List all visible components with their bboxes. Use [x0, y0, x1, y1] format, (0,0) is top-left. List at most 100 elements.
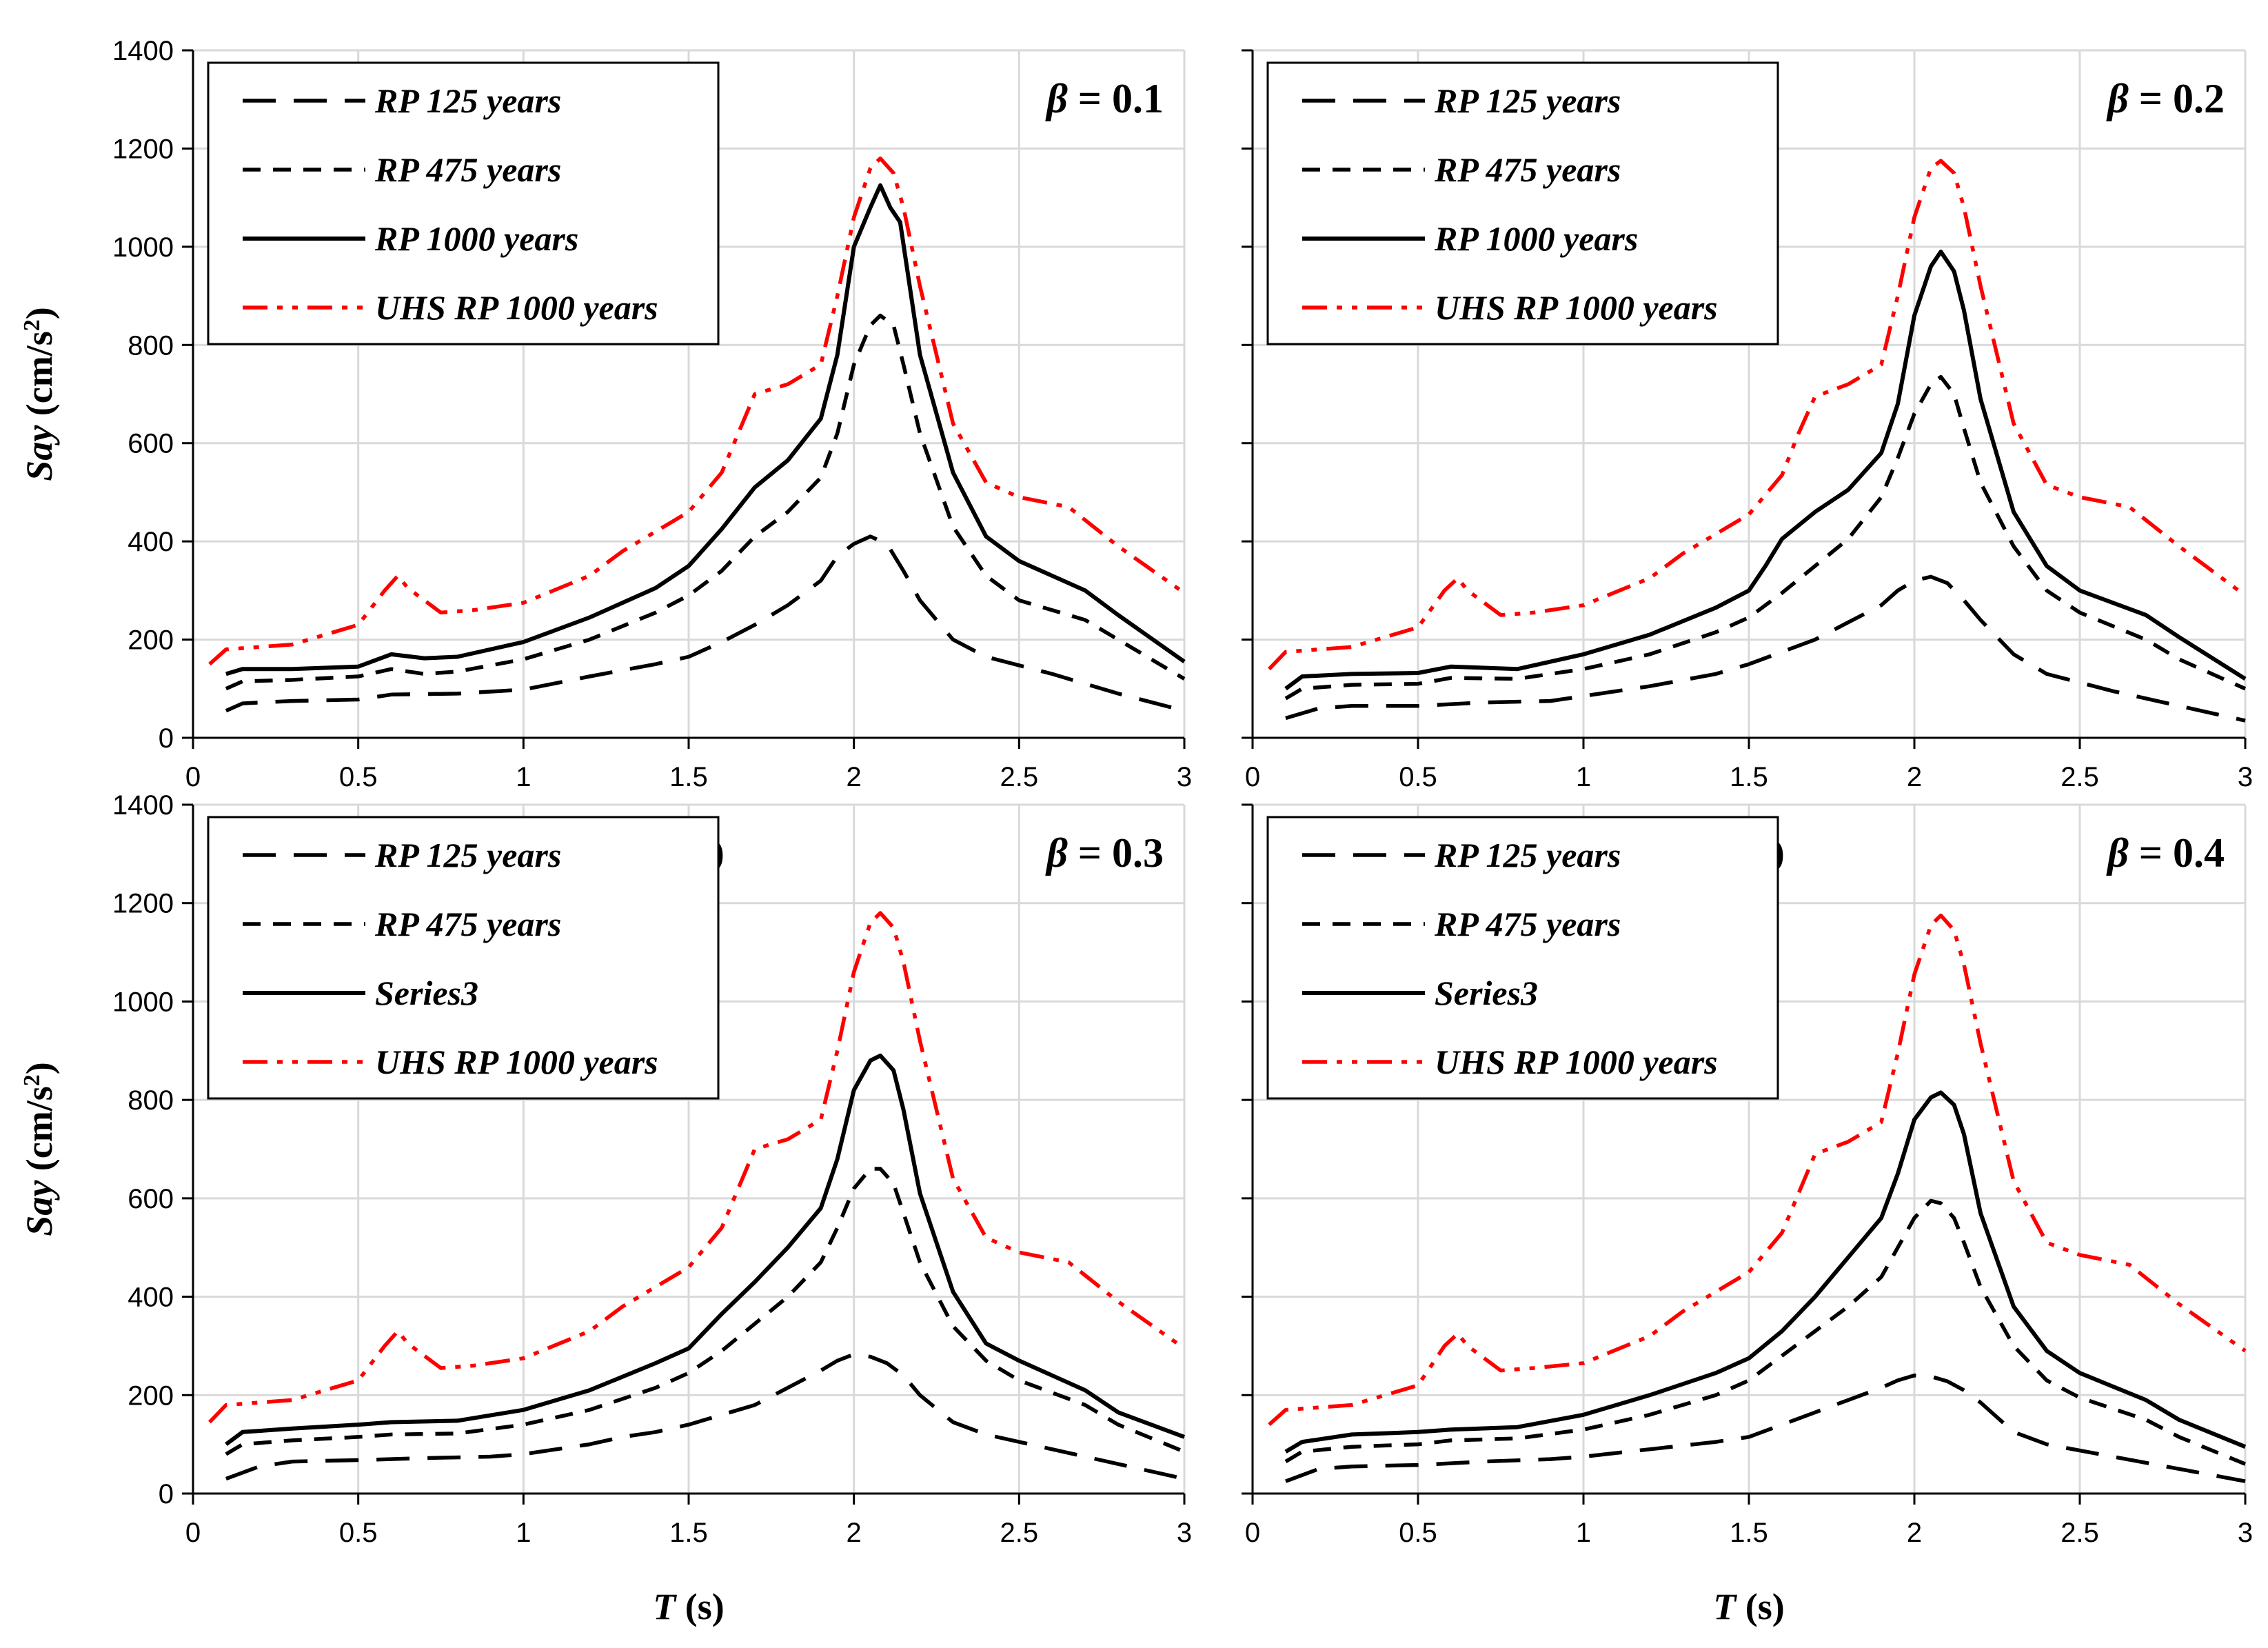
x-tick-label: 3 — [2238, 1518, 2253, 1548]
legend: RP 125 years RP 475 years RP 1000 years UHS… — [1266, 61, 1779, 345]
x-tick-label: 2 — [1907, 762, 1922, 792]
series-line-rp-125-years — [225, 1352, 1185, 1481]
series-line-rp-125-years — [1285, 1373, 2246, 1483]
beta-symbol: β — [2106, 830, 2129, 876]
y-axis-label-exponent: 2 — [19, 319, 45, 331]
y-tick-label: 400 — [128, 527, 174, 557]
legend-label: RP 1000 years — [374, 219, 578, 258]
x-tick-label: 0 — [185, 1518, 201, 1548]
x-tick-label: 2 — [847, 762, 862, 792]
x-tick-label: 1.5 — [1730, 1518, 1768, 1548]
legend-box — [207, 816, 720, 1100]
y-tick-label: 800 — [128, 330, 174, 361]
y-axis-label: Say (cm/s2) — [19, 1062, 60, 1236]
legend-label: RP 125 years — [1434, 836, 1621, 874]
y-axis-label-symbol: Say — [19, 1171, 60, 1236]
x-axis-label-symbol: T — [1713, 1586, 1737, 1627]
legend-label: RP 1000 years — [1434, 219, 1638, 258]
series-line-uhs-rp-1000-years — [208, 911, 1186, 1424]
series-line-rp-1000-years — [1284, 250, 2247, 691]
beta-value: = 0.3 — [1068, 830, 1164, 876]
y-axis-label: Say (cm/s2) — [19, 307, 60, 481]
legend-label: RP 475 years — [1434, 150, 1621, 189]
legend-label: UHS RP 1000 years — [375, 1043, 658, 1081]
x-tick-label: 1 — [1576, 762, 1591, 792]
x-tick-label: 2.5 — [1000, 762, 1039, 792]
y-axis-label-close: ) — [19, 1062, 60, 1074]
legend-box — [1266, 61, 1779, 345]
series-line-uhs-rp-1000-years — [1268, 913, 2247, 1427]
x-tick-label: 1.5 — [1730, 762, 1768, 792]
x-tick-label: 3 — [1177, 1518, 1192, 1548]
y-tick-label: 0 — [159, 723, 174, 754]
y-axis-label-exponent: 2 — [19, 1074, 45, 1086]
x-tick-label: 2.5 — [1000, 1518, 1039, 1548]
x-tick-label: 0.5 — [1399, 762, 1437, 792]
legend-label: Series3 — [375, 974, 478, 1012]
series-line-rp-475-years — [225, 313, 1186, 691]
x-axis-label: T (s) — [1713, 1586, 1784, 1627]
x-tick-label: 1 — [1576, 1518, 1591, 1548]
legend-label: RP 125 years — [374, 836, 561, 874]
legend-label: RP 475 years — [374, 150, 561, 189]
x-axis-label-unit: (s) — [676, 1586, 724, 1627]
legend: RP 125 years RP 475 years Series3 UHS RP 10… — [1266, 816, 1779, 1100]
y-tick-label: 600 — [128, 429, 174, 459]
series-line-series3 — [1284, 1090, 2247, 1454]
x-tick-label: 0 — [1245, 762, 1260, 792]
legend-label: RP 125 years — [1434, 81, 1621, 120]
x-tick-label: 3 — [2238, 762, 2253, 792]
x-axis-label-symbol: T — [653, 1586, 677, 1627]
series-line-uhs-rp-1000-years — [1268, 159, 2247, 671]
x-tick-label: 1.5 — [669, 1518, 708, 1548]
y-tick-label: 0 — [159, 1479, 174, 1509]
y-tick-label: 1000 — [112, 987, 174, 1017]
series-line-rp-1000-years — [225, 183, 1186, 676]
x-tick-label: 1 — [516, 1518, 531, 1548]
x-axis-label: T (s) — [653, 1586, 724, 1627]
y-tick-label: 600 — [128, 1184, 174, 1214]
y-tick-label: 800 — [128, 1085, 174, 1116]
x-tick-label: 3 — [1177, 762, 1192, 792]
x-tick-label: 0 — [185, 762, 201, 792]
series-line-rp-475-years — [1284, 374, 2247, 701]
legend: RP 125 years RP 475 years Series3 UHS RP 10… — [207, 816, 720, 1100]
legend-label: UHS RP 1000 years — [1435, 1043, 1718, 1081]
y-tick-label: 200 — [128, 625, 174, 656]
x-tick-label: 0.5 — [1399, 1518, 1437, 1548]
legend-label: RP 475 years — [1434, 905, 1621, 943]
beta-annotation: β = 0.2 — [2106, 76, 2225, 121]
x-tick-label: 2.5 — [2061, 1518, 2099, 1548]
series-line-rp-125-years — [225, 534, 1185, 713]
y-axis-label-symbol: Say — [19, 416, 60, 481]
x-axis-label-unit: (s) — [1736, 1586, 1784, 1627]
y-tick-label: 200 — [128, 1380, 174, 1411]
series-line-rp-475-years — [1284, 1198, 2247, 1466]
y-tick-label: 1400 — [112, 790, 174, 821]
beta-symbol: β — [1045, 76, 1068, 121]
series-line-rp-475-years — [225, 1167, 1186, 1456]
beta-annotation: β = 0.4 — [2106, 830, 2225, 876]
x-tick-label: 1.5 — [669, 762, 708, 792]
series-line-rp-125-years — [1285, 574, 2246, 723]
series-line-series3 — [225, 1053, 1186, 1447]
y-tick-label: 1000 — [112, 232, 174, 263]
y-axis-label-unit: (cm/s — [19, 1086, 60, 1171]
legend: RP 125 years RP 475 years RP 1000 years UHS… — [207, 61, 720, 345]
x-tick-label: 2 — [1907, 1518, 1922, 1548]
legend-box — [1266, 816, 1779, 1100]
y-axis-label-unit: (cm/s — [19, 331, 60, 416]
beta-annotation: β = 0.3 — [1045, 830, 1164, 876]
beta-value: = 0.1 — [1068, 76, 1164, 121]
x-tick-label: 2.5 — [2061, 762, 2099, 792]
beta-symbol: β — [1045, 830, 1068, 876]
y-tick-label: 1200 — [112, 889, 174, 919]
beta-value: = 0.4 — [2129, 830, 2225, 876]
y-tick-label: 400 — [128, 1283, 174, 1313]
beta-annotation: β = 0.1 — [1045, 76, 1164, 121]
legend-label: UHS RP 1000 years — [375, 288, 658, 327]
chart-panel-3: 0 0.5 1 1.5 2 2.5 3 0 200 400 600 800 1000 1200 1400 T … — [19, 790, 1192, 1627]
chart-panel-1: 00.511.522.530200400600800100012001400T … — [19, 36, 1192, 873]
